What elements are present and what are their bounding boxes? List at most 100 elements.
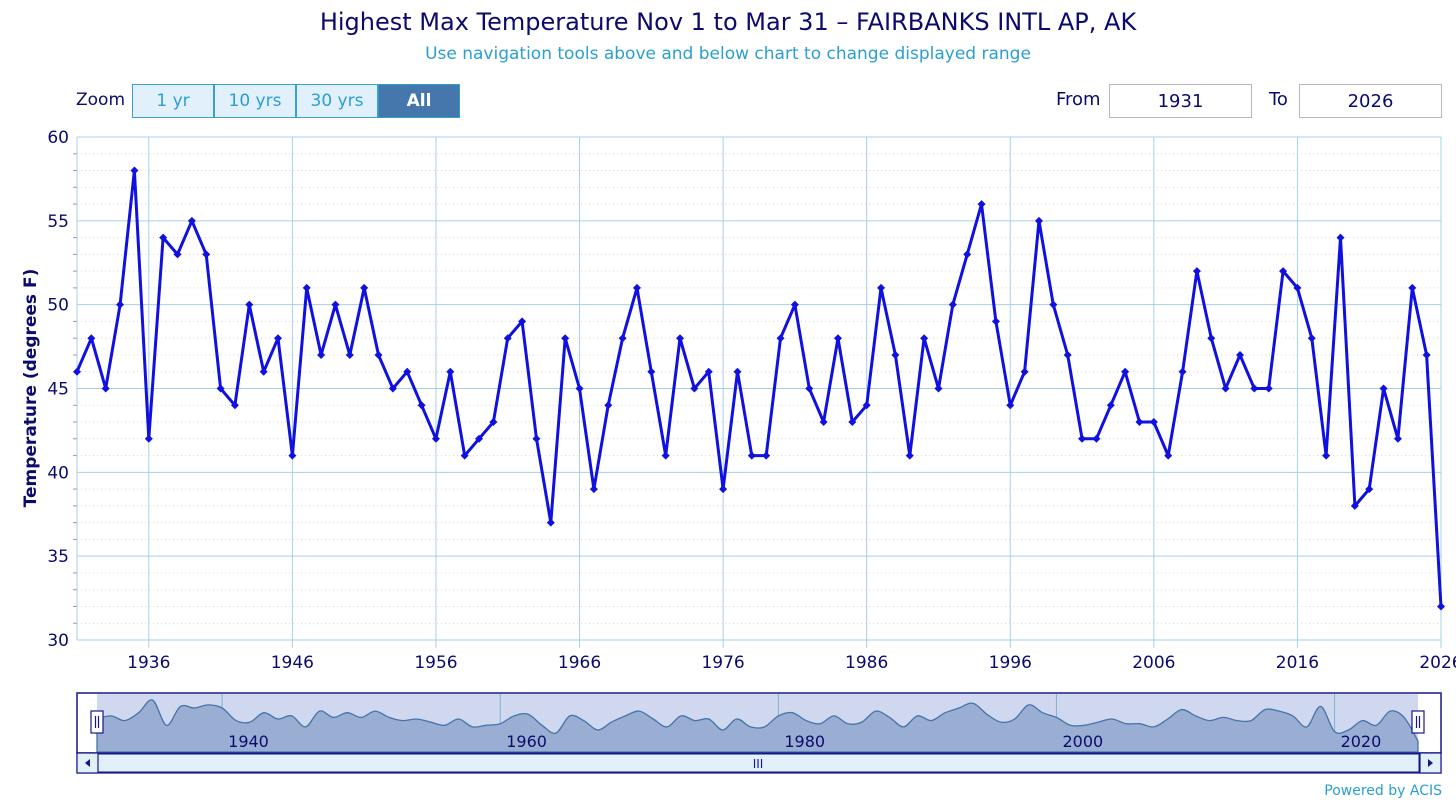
data-point — [1336, 233, 1345, 242]
x-tick-label: 2026 — [1419, 653, 1456, 673]
data-point — [546, 518, 555, 527]
data-point — [503, 334, 512, 343]
data-point — [1034, 216, 1043, 225]
data-point — [575, 384, 584, 393]
data-point — [173, 250, 182, 259]
y-tick-label: 50 — [47, 296, 69, 316]
scroll-right-button[interactable] — [1419, 752, 1442, 774]
data-point — [1408, 283, 1417, 292]
data-point — [360, 283, 369, 292]
data-point — [73, 367, 81, 376]
data-point — [1322, 451, 1331, 460]
x-tick-label: 1946 — [271, 653, 314, 673]
data-point — [1365, 485, 1374, 494]
x-tick-label: 1976 — [701, 653, 744, 673]
y-tick-label: 45 — [47, 380, 69, 400]
navigator: 1940 1960 1980 2000 2020 III — [76, 692, 1442, 774]
data-point — [848, 418, 857, 427]
chart-subtitle: Use navigation tools above and below cha… — [425, 44, 1031, 64]
zoom-all-button[interactable]: All — [378, 84, 460, 118]
y-tick-label: 55 — [47, 212, 69, 232]
data-point — [819, 418, 828, 427]
data-point — [934, 384, 943, 393]
data-point — [1121, 367, 1130, 376]
x-tick-label: 1956 — [414, 653, 457, 673]
data-point — [1006, 401, 1015, 410]
to-label: To — [1269, 89, 1288, 110]
y-tick-label: 40 — [47, 463, 69, 483]
data-point — [719, 485, 728, 494]
data-point — [446, 367, 455, 376]
data-point — [948, 300, 957, 309]
arrow-left-icon — [85, 759, 90, 767]
data-point — [374, 350, 383, 359]
data-point — [805, 384, 814, 393]
zoom-label: Zoom — [76, 90, 126, 110]
data-point — [1250, 384, 1259, 393]
scrollbar-grip[interactable]: III — [753, 757, 764, 771]
data-point — [790, 300, 799, 309]
data-point — [388, 384, 397, 393]
zoom-1yr-button[interactable]: 1 yr — [132, 84, 214, 118]
data-point — [431, 434, 440, 443]
data-point — [187, 216, 196, 225]
data-point — [1207, 334, 1216, 343]
navigator-label: 2020 — [1341, 732, 1382, 751]
data-point — [561, 334, 570, 343]
data-point — [920, 334, 929, 343]
navigator-left-handle[interactable] — [90, 710, 104, 734]
from-year-input[interactable] — [1109, 84, 1252, 118]
zoom-30yrs-button[interactable]: 30 yrs — [296, 84, 378, 118]
navigator-right-handle[interactable] — [1411, 710, 1425, 734]
data-point — [1092, 434, 1101, 443]
data-point — [331, 300, 340, 309]
data-point — [991, 317, 1000, 326]
data-point — [704, 367, 713, 376]
data-point — [632, 283, 641, 292]
x-axis: 1936 1946 1956 1966 1976 1986 1996 2006 2016 2026 — [127, 653, 1456, 673]
data-point — [1393, 434, 1402, 443]
data-point — [259, 367, 268, 376]
x-tick-label: 1986 — [845, 653, 888, 673]
data-point — [618, 334, 627, 343]
data-point — [1279, 267, 1288, 276]
data-point — [862, 401, 871, 410]
data-point — [604, 401, 613, 410]
data-point — [317, 350, 326, 359]
data-point — [489, 418, 498, 427]
x-tick-label: 2006 — [1132, 653, 1175, 673]
navigator-area — [96, 699, 1419, 753]
data-point — [159, 233, 168, 242]
data-point — [1350, 501, 1359, 510]
data-point — [216, 384, 225, 393]
data-point — [144, 434, 153, 443]
navigator-label: 2000 — [1062, 732, 1103, 751]
chart-grid — [73, 136, 1442, 648]
data-point — [302, 283, 311, 292]
data-point — [1106, 401, 1115, 410]
data-point — [1235, 350, 1244, 359]
data-point — [589, 485, 598, 494]
powered-by-link[interactable]: Powered by ACIS — [1324, 783, 1442, 799]
to-year-input[interactable] — [1299, 84, 1442, 118]
x-tick-label: 1996 — [989, 653, 1032, 673]
data-point — [977, 200, 986, 209]
data-point — [647, 367, 656, 376]
zoom-10yrs-button[interactable]: 10 yrs — [214, 84, 296, 118]
data-point — [1221, 384, 1230, 393]
data-point — [1264, 384, 1273, 393]
scroll-left-button[interactable] — [76, 752, 99, 774]
y-tick-label: 30 — [47, 631, 69, 651]
data-point — [1135, 418, 1144, 427]
y-tick-label: 35 — [47, 547, 69, 567]
from-label: From — [1056, 89, 1101, 110]
data-point — [1379, 384, 1388, 393]
data-point — [345, 350, 354, 359]
data-point — [130, 166, 139, 175]
navigator-label: 1940 — [228, 732, 269, 751]
data-point — [1307, 334, 1316, 343]
x-tick-label: 1966 — [558, 653, 601, 673]
data-point — [1078, 434, 1087, 443]
y-axis: 30 35 40 45 50 55 60 — [47, 128, 69, 651]
